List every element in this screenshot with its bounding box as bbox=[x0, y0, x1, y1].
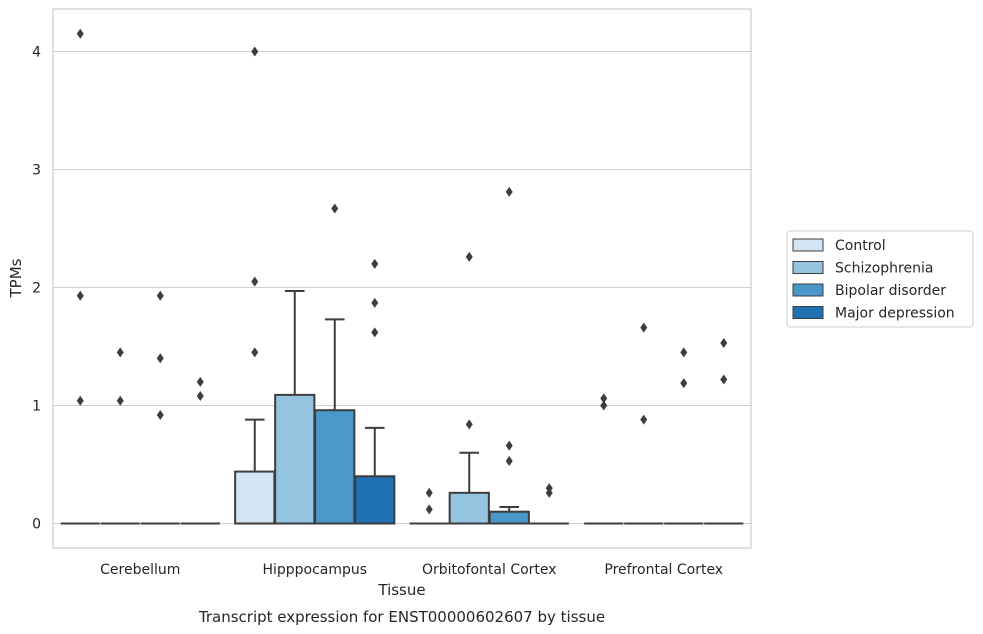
box-body bbox=[488, 510, 530, 525]
outlier-point bbox=[465, 251, 473, 262]
x-axis-label: Tissue bbox=[377, 581, 425, 599]
outlier-point bbox=[371, 258, 379, 269]
legend-frame bbox=[786, 230, 974, 328]
outlier-point bbox=[465, 419, 473, 430]
box-prefrontal-cortex-major-depression bbox=[704, 337, 744, 525]
outlier-point bbox=[76, 290, 84, 301]
box-cerebellum-major-depression bbox=[180, 376, 220, 525]
outlier-point bbox=[331, 203, 339, 214]
legend-swatch bbox=[792, 306, 824, 319]
outlier-point bbox=[505, 440, 513, 451]
outlier-point bbox=[156, 409, 164, 420]
outlier-point bbox=[76, 395, 84, 406]
y-tick-label: 1 bbox=[32, 399, 41, 415]
y-tick-label: 3 bbox=[32, 163, 41, 179]
outlier-point bbox=[680, 378, 688, 389]
legend-swatch bbox=[792, 283, 824, 297]
outlier-point bbox=[505, 455, 513, 466]
box-groups bbox=[60, 28, 744, 525]
outlier-point bbox=[251, 276, 259, 287]
box-body bbox=[354, 475, 396, 525]
outlier-point bbox=[251, 347, 259, 358]
box-cerebellum-bipolar-disorder bbox=[140, 290, 180, 525]
outlier-point bbox=[640, 322, 648, 333]
x-tick-label: Cerebellum bbox=[100, 562, 180, 578]
box-orbitofontal-cortex-major-depression bbox=[529, 483, 569, 525]
outlier-point bbox=[371, 297, 379, 308]
box-orbitofontal-cortex-schizophrenia bbox=[448, 251, 490, 525]
x-tick-label: Prefrontal Cortex bbox=[604, 562, 723, 578]
box-body bbox=[314, 409, 356, 525]
outlier-point bbox=[156, 290, 164, 301]
box-body bbox=[234, 470, 276, 525]
chart-caption: Transcript expression for ENST0000060260… bbox=[198, 608, 605, 626]
y-tick-label: 2 bbox=[32, 281, 41, 297]
box-prefrontal-cortex-control bbox=[584, 393, 624, 525]
box-prefrontal-cortex-bipolar-disorder bbox=[664, 347, 704, 525]
legend-label: Control bbox=[835, 238, 886, 254]
legend: Control Schizophrenia Bipolar disorder Majo… bbox=[786, 230, 974, 328]
box-hipppocampus-bipolar-disorder bbox=[314, 203, 356, 525]
box-body bbox=[274, 393, 316, 525]
outlier-point bbox=[505, 186, 513, 197]
legend-swatch bbox=[792, 261, 824, 274]
box-hipppocampus-control bbox=[234, 46, 276, 525]
box-body bbox=[448, 491, 490, 525]
plot-area bbox=[52, 8, 752, 549]
outlier-point bbox=[196, 376, 204, 387]
legend-swatch bbox=[792, 238, 824, 252]
outlier-point bbox=[251, 46, 259, 57]
x-tick-label: Orbitofontal Cortex bbox=[422, 562, 557, 578]
outlier-point bbox=[76, 28, 84, 39]
outlier-point bbox=[425, 487, 433, 498]
y-axis-label: TPMs bbox=[7, 258, 25, 298]
legend-label: Major depression bbox=[835, 306, 955, 322]
outlier-point bbox=[116, 347, 124, 358]
outlier-point bbox=[720, 337, 728, 348]
outlier-point bbox=[640, 414, 648, 425]
y-tick-label: 0 bbox=[32, 517, 41, 533]
outlier-point bbox=[600, 393, 608, 404]
outlier-point bbox=[156, 353, 164, 364]
x-tick-labels: Cerebellum Hipppocampus Orbitofontal Corte… bbox=[100, 562, 723, 578]
x-tick-label: Hipppocampus bbox=[262, 562, 367, 578]
box-hipppocampus-schizophrenia bbox=[274, 290, 316, 525]
outlier-point bbox=[116, 395, 124, 406]
box-orbitofontal-cortex-bipolar-disorder bbox=[488, 186, 530, 525]
outlier-point bbox=[196, 391, 204, 402]
outlier-point bbox=[680, 347, 688, 358]
y-gridlines bbox=[53, 51, 751, 524]
outlier-point bbox=[600, 400, 608, 411]
box-cerebellum-control bbox=[60, 28, 100, 525]
box-cerebellum-schizophrenia bbox=[100, 347, 140, 525]
outlier-point bbox=[371, 327, 379, 338]
y-tick-label: 4 bbox=[32, 45, 41, 61]
legend-label: Bipolar disorder bbox=[835, 283, 946, 299]
box-prefrontal-cortex-schizophrenia bbox=[624, 322, 664, 525]
legend-label: Schizophrenia bbox=[835, 261, 933, 277]
outlier-point bbox=[545, 487, 553, 498]
outlier-point bbox=[425, 504, 433, 515]
box-orbitofontal-cortex-control bbox=[409, 487, 449, 525]
y-tick-labels: 0 1 2 3 4 bbox=[32, 45, 41, 533]
box-hipppocampus-major-depression bbox=[354, 258, 396, 525]
outlier-point bbox=[720, 374, 728, 385]
